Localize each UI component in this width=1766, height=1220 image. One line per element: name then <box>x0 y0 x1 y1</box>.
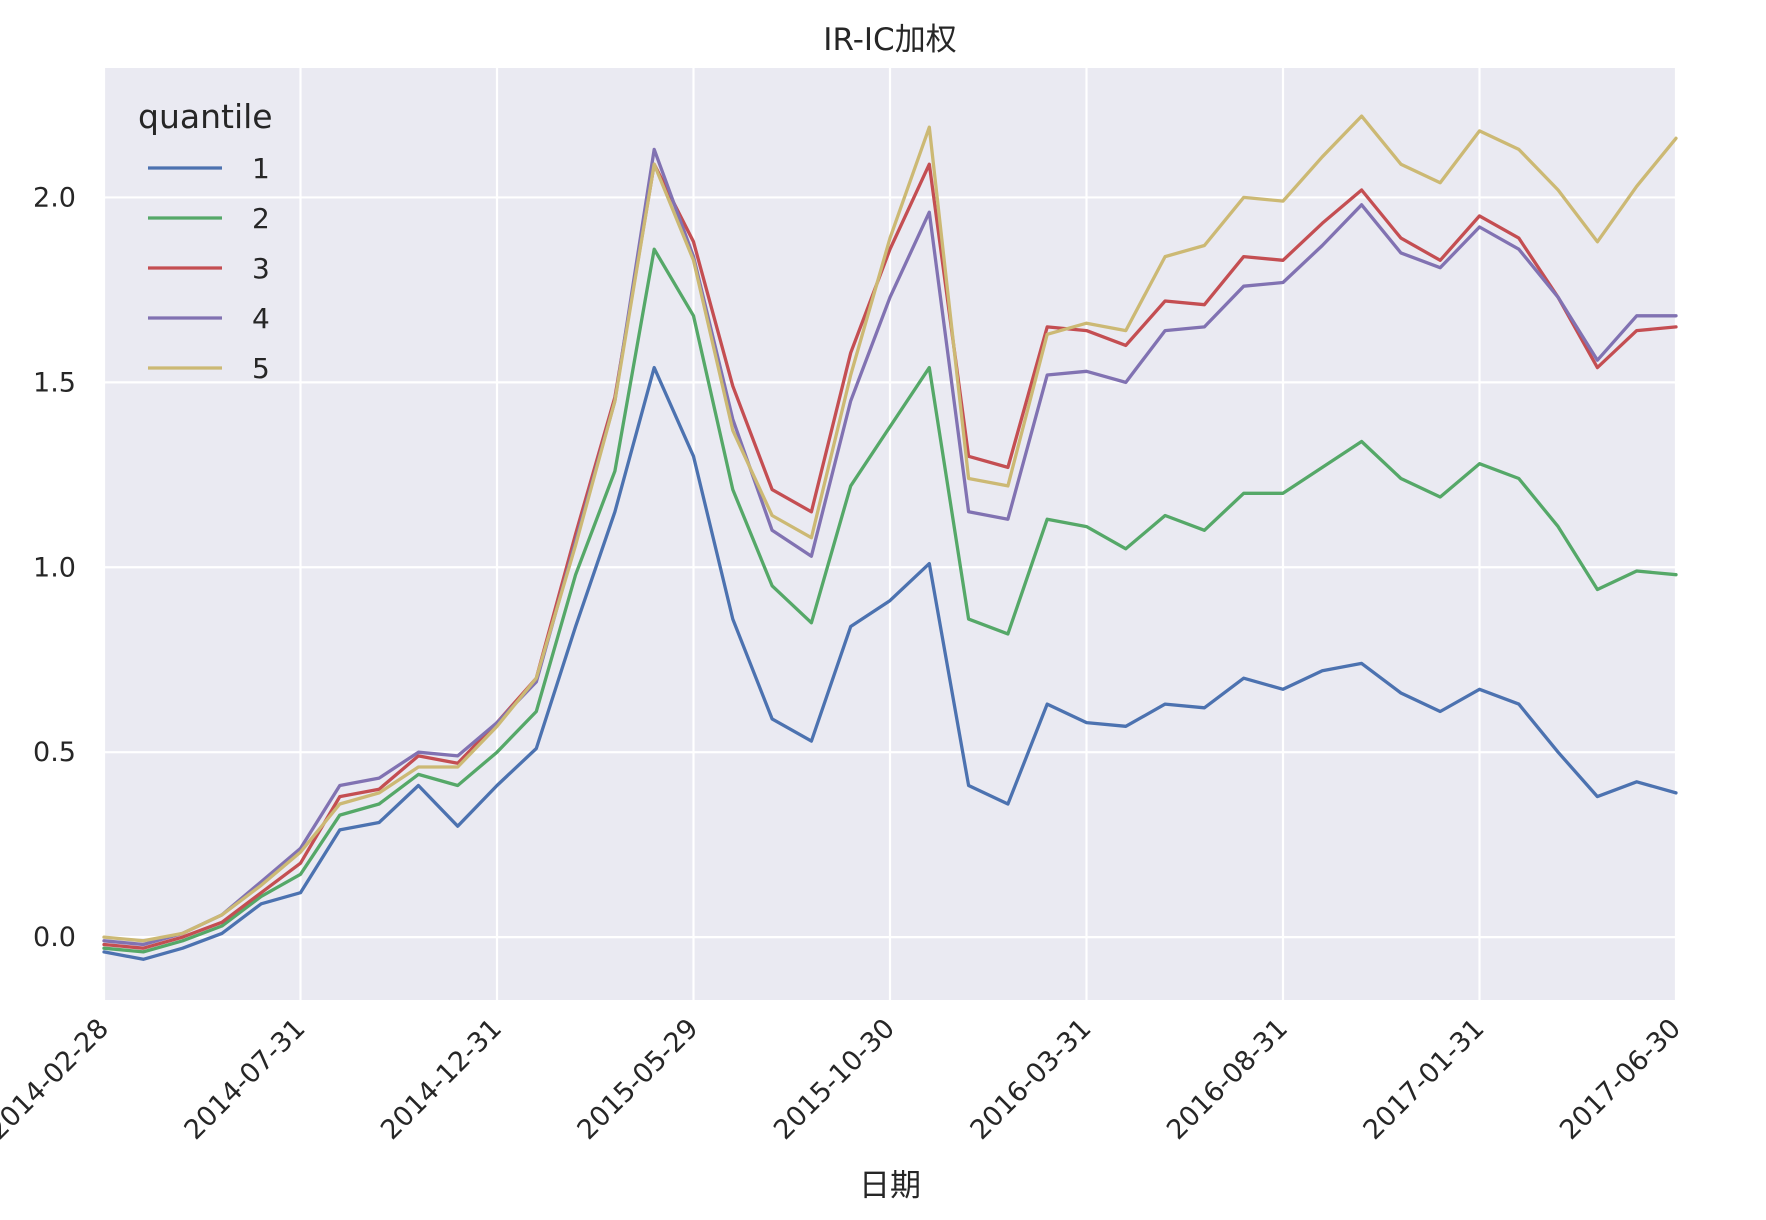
x-tick-label: 2014-07-31 <box>179 1013 312 1146</box>
y-axis: 0.0 0.5 1.0 1.5 2.0 <box>33 182 76 953</box>
legend: quantile 1 2 3 4 5 <box>138 97 273 385</box>
series-line-2 <box>102 247 1678 954</box>
chart-title: IR-IC加权 <box>823 22 956 58</box>
series-group <box>102 114 1678 961</box>
legend-label-5: 5 <box>252 352 270 385</box>
x-tick-label: 2017-01-31 <box>1358 1013 1491 1146</box>
y-tick-label: 0.0 <box>33 922 76 953</box>
x-tick-label: 2016-03-31 <box>965 1013 1098 1146</box>
x-axis-label: 日期 <box>859 1168 921 1204</box>
y-tick-label: 1.0 <box>33 552 76 583</box>
x-tick-label: 2014-02-28 <box>0 1013 115 1146</box>
series-line-1 <box>102 365 1678 961</box>
series-line-4 <box>102 147 1678 947</box>
x-axis: 2014-02-28 2014-07-31 2014-12-31 2015-05-29… <box>0 1013 1687 1146</box>
legend-title: quantile <box>138 97 273 136</box>
x-tick-label: 2015-10-30 <box>768 1013 901 1146</box>
x-tick-label: 2015-05-29 <box>572 1013 705 1146</box>
legend-label-4: 4 <box>252 302 270 335</box>
y-tick-label: 1.5 <box>33 367 76 398</box>
y-tick-label: 2.0 <box>33 182 76 213</box>
x-tick-label: 2017-06-30 <box>1554 1013 1687 1146</box>
y-tick-label: 0.5 <box>33 737 76 768</box>
series-line-3 <box>102 162 1678 950</box>
legend-label-3: 3 <box>252 252 270 285</box>
x-tick-label: 2014-12-31 <box>375 1013 508 1146</box>
x-tick-label: 2016-08-31 <box>1161 1013 1294 1146</box>
legend-label-1: 1 <box>252 152 270 185</box>
grid <box>102 68 1678 1000</box>
legend-label-2: 2 <box>252 202 270 235</box>
series-line-5 <box>102 114 1678 943</box>
